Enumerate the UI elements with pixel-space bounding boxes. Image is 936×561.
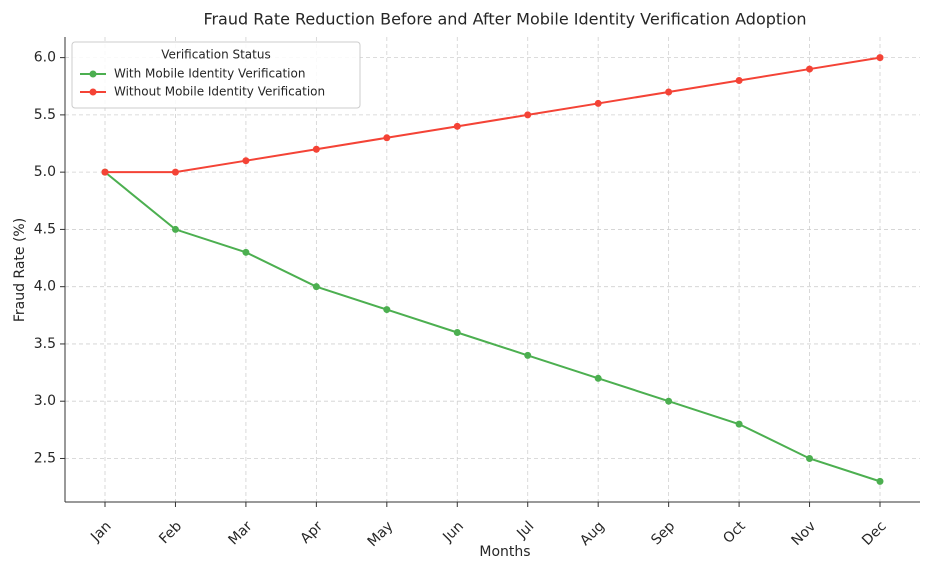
- x-tick-label: Apr: [298, 518, 327, 547]
- data-point: [242, 157, 250, 165]
- y-tick-label: 5.5: [34, 107, 56, 123]
- data-point: [383, 134, 391, 142]
- legend-marker: [89, 88, 97, 96]
- x-tick-label: Jun: [439, 518, 466, 545]
- data-point: [594, 374, 602, 382]
- legend-label: With Mobile Identity Verification: [114, 67, 305, 81]
- data-point: [806, 65, 814, 73]
- legend-box: [71, 41, 361, 109]
- x-tick-label: Mar: [226, 518, 256, 548]
- data-point: [242, 248, 250, 256]
- y-tick-label: 2.5: [34, 450, 56, 466]
- x-tick-label: Oct: [720, 518, 749, 547]
- chart-title: Fraud Rate Reduction Before and After Mo…: [203, 10, 806, 29]
- data-point: [171, 225, 179, 233]
- data-point: [806, 454, 814, 462]
- y-tick-label: 4.5: [34, 221, 56, 237]
- data-point: [876, 477, 884, 485]
- data-point: [312, 283, 320, 291]
- data-point: [453, 122, 461, 130]
- data-point: [876, 54, 884, 62]
- data-point: [383, 306, 391, 314]
- x-tick-label: Jul: [513, 518, 537, 542]
- x-tick-label: Sep: [648, 518, 678, 548]
- data-point: [524, 351, 532, 359]
- data-point: [101, 168, 109, 176]
- series-line: [104, 171, 881, 483]
- x-tick-label: Nov: [789, 518, 820, 549]
- y-tick-label: 3.5: [34, 336, 56, 352]
- data-point: [524, 111, 532, 119]
- legend-title: Verification Status: [161, 48, 270, 62]
- data-point: [594, 99, 602, 107]
- legend-label: Without Mobile Identity Verification: [114, 85, 325, 99]
- series-line: [105, 56, 881, 174]
- data-point: [665, 88, 673, 96]
- x-tick-label: May: [365, 518, 397, 550]
- data-point: [735, 77, 743, 85]
- y-tick-label: 5.0: [34, 164, 56, 180]
- x-tick-label: Aug: [577, 518, 608, 549]
- y-tick-label: 4.0: [34, 279, 56, 295]
- x-axis-label: Months: [479, 544, 530, 560]
- data-point: [312, 145, 320, 153]
- y-tick-label: 6.0: [34, 50, 56, 66]
- y-axis-label: Fraud Rate (%): [12, 218, 28, 322]
- data-point: [665, 397, 673, 405]
- data-point: [171, 168, 179, 176]
- y-tick-label: 3.0: [34, 393, 56, 409]
- x-tick-label: Dec: [859, 518, 889, 548]
- x-tick-label: Feb: [156, 518, 185, 547]
- data-point: [735, 420, 743, 428]
- data-point: [453, 328, 461, 336]
- x-tick-label: Jan: [87, 518, 114, 545]
- legend-marker: [89, 70, 97, 78]
